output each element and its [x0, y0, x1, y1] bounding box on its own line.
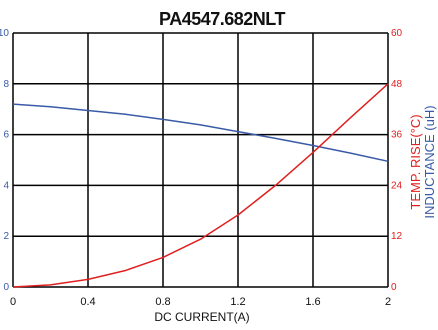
chart-title: PA4547.682NLT [159, 9, 285, 29]
y-axis-label-inductance: INDUCTANCE (uH) [422, 105, 437, 218]
y2-tick-label: 24 [391, 180, 403, 191]
y2-tick-label: 12 [391, 231, 403, 242]
x-tick-label: 1.2 [230, 296, 245, 308]
y-tick-label: 10 [0, 28, 9, 39]
y-tick-label: 8 [3, 79, 9, 90]
inductance-series-line [12, 103, 389, 163]
y-tick-label: 0 [3, 282, 9, 293]
x-tick-label: 0.8 [155, 296, 170, 308]
x-axis-label: DC CURRENT(A) [154, 310, 249, 324]
y-tick-label: 6 [3, 130, 9, 141]
y2-tick-label: 0 [391, 282, 397, 293]
x-tick-label: 2 [385, 296, 391, 308]
series-lines [12, 83, 389, 288]
y2-tick-label: 36 [391, 130, 403, 141]
temp-rise-series-line [12, 83, 389, 288]
y2-tick-label: 60 [391, 28, 403, 39]
y2-tick-label: 48 [391, 79, 403, 90]
x-tick-label: 0.4 [80, 296, 95, 308]
x-tick-label: 1.6 [305, 296, 320, 308]
y-tick-label: 4 [3, 180, 9, 191]
grid [12, 32, 389, 288]
x-tick-label: 0 [10, 296, 16, 308]
y2-axis-label-temp-rise: TEMP. RISE(°C) [408, 114, 423, 209]
y-tick-label: 2 [3, 231, 9, 242]
